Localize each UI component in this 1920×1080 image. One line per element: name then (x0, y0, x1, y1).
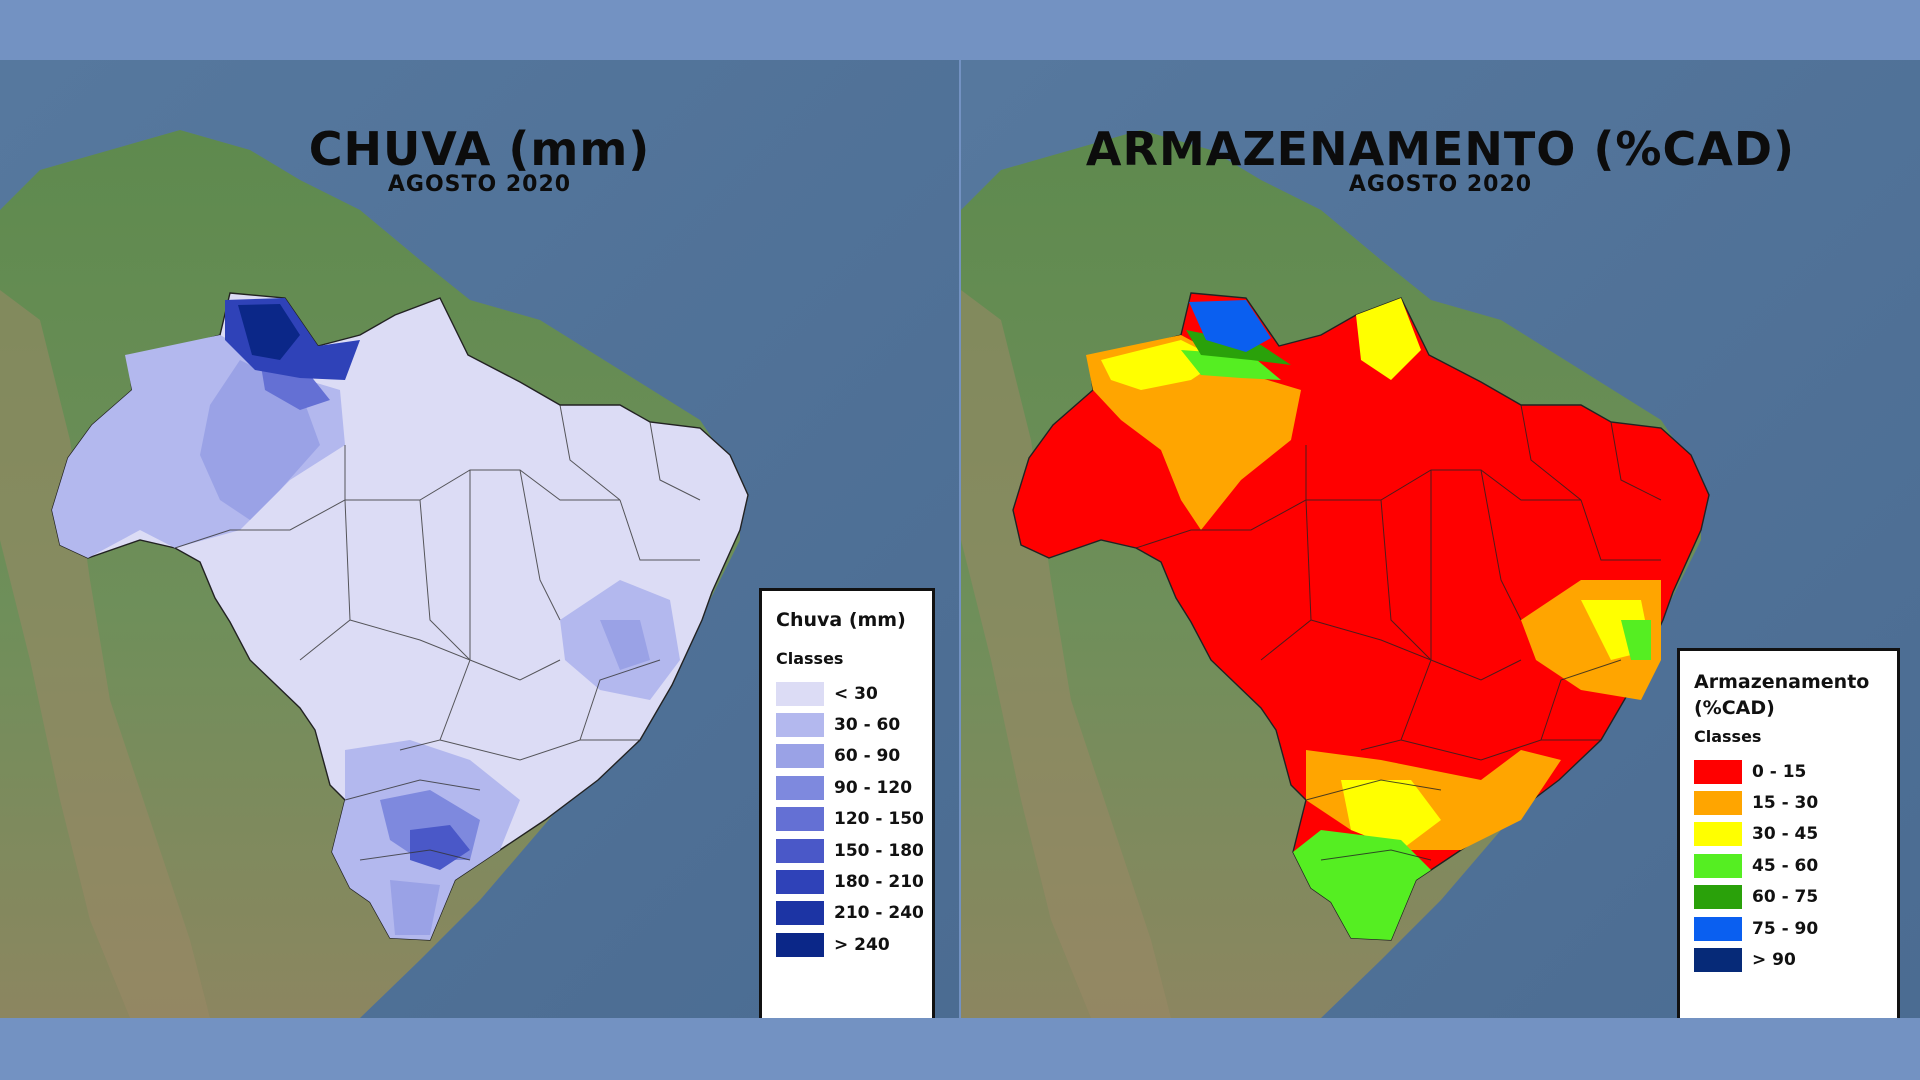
andes-ridge (961, 290, 1171, 1018)
legend-swatch (776, 807, 824, 832)
legend-label: 75 - 90 (1752, 918, 1819, 939)
legend-label: 45 - 60 (1752, 855, 1819, 876)
legend-item: 30 - 45 (1694, 819, 1883, 850)
legend-label: 15 - 30 (1752, 793, 1819, 814)
legend-swatch (776, 932, 824, 957)
rain-legend: Chuva (mm) Classes < 30 30 - 60 60 - 90 90 … (759, 588, 935, 1018)
map-title: CHUVA (mm) (308, 122, 651, 176)
legend-label: 150 - 180 (834, 840, 924, 861)
legend-item: 45 - 60 (1694, 850, 1883, 881)
legend-swatch (1694, 822, 1742, 847)
legend-label: 90 - 120 (834, 777, 913, 798)
legend-label: 60 - 90 (834, 746, 901, 767)
storage-north-75-90 (1189, 300, 1271, 352)
legend-title: Chuva (mm) (776, 609, 906, 631)
rain-class-max-north (238, 304, 300, 360)
legend-subtitle: Classes (776, 649, 844, 668)
legend-swatch (1694, 791, 1742, 816)
legend-item: 210 - 240 (776, 898, 924, 929)
storage-east-45-60 (1621, 620, 1651, 660)
storage-north-top (1356, 298, 1421, 380)
legend-swatch (1694, 885, 1742, 910)
legend-swatch (776, 870, 824, 895)
legend-item: > 240 (776, 929, 918, 960)
legend-item: > 90 (1694, 944, 1883, 975)
storage-south-45-60 (1293, 830, 1431, 940)
map-subtitle: AGOSTO 2020 (387, 172, 572, 197)
map-title: ARMAZENAMENTO (%CAD) (1085, 122, 1796, 176)
andes-ridge (0, 290, 210, 1018)
legend-label: > 90 (1752, 950, 1796, 971)
legend-label: < 30 (834, 683, 878, 704)
rain-map-panel: CHUVA (mm) AGOSTO 2020 Chuva (mm) Classe… (0, 60, 959, 1018)
map-subtitle: AGOSTO 2020 (1348, 172, 1533, 197)
legend-label: 30 - 60 (834, 715, 901, 736)
legend-swatch (776, 901, 824, 926)
legend-item: 0 - 15 (1694, 756, 1883, 787)
state-borders (174, 404, 701, 861)
legend-items: < 30 30 - 60 60 - 90 90 - 120 120 - 150 150 -… (776, 678, 924, 961)
storage-legend: Armazenamento (%CAD) Classes 0 - 15 15 - … (1677, 648, 1900, 1018)
legend-swatch (776, 775, 824, 800)
legend-swatch (1694, 916, 1742, 941)
legend-title: Armazenamento (%CAD) (1694, 671, 1870, 719)
storage-map (961, 60, 1920, 1018)
rain-map (0, 60, 959, 1018)
legend-swatch (776, 838, 824, 863)
legend-swatch (1694, 759, 1742, 784)
storage-map-panel: ARMAZENAMENTO (%CAD) AGOSTO 2020 Armazen… (961, 60, 1920, 1018)
legend-item: < 30 (776, 678, 918, 709)
legend-label: 0 - 15 (1752, 761, 1807, 782)
legend-swatch (1694, 853, 1742, 878)
legend-label: 180 - 210 (834, 872, 924, 893)
legend-item: 180 - 210 (776, 866, 924, 897)
storage-north-45-60 (1181, 350, 1281, 380)
legend-swatch (776, 713, 824, 738)
legend-swatch (776, 744, 824, 769)
legend-item: 60 - 90 (776, 741, 918, 772)
legend-item: 30 - 60 (776, 709, 918, 740)
legend-swatch (776, 681, 824, 706)
legend-item: 60 - 75 (1694, 882, 1883, 913)
legend-label: 30 - 45 (1752, 824, 1819, 845)
rain-south-150-180 (410, 825, 470, 870)
legend-label: 60 - 75 (1752, 887, 1819, 908)
legend-subtitle: Classes (1694, 727, 1762, 746)
legend-label: 210 - 240 (834, 903, 924, 924)
legend-item: 15 - 30 (1694, 787, 1883, 818)
legend-item: 150 - 180 (776, 835, 924, 866)
legend-swatch (1694, 948, 1742, 973)
storage-south-30-45 (1341, 780, 1441, 850)
rain-east-60-90 (600, 620, 650, 670)
legend-items: 0 - 15 15 - 30 30 - 45 45 - 60 60 - 75 75 - 9… (1694, 756, 1883, 976)
legend-item: 75 - 90 (1694, 913, 1883, 944)
legend-item: 120 - 150 (776, 804, 924, 835)
legend-label: > 240 (834, 934, 890, 955)
state-borders (1135, 404, 1662, 861)
legend-label: 120 - 150 (834, 809, 924, 830)
legend-item: 90 - 120 (776, 772, 918, 803)
rain-south-far (390, 880, 440, 935)
